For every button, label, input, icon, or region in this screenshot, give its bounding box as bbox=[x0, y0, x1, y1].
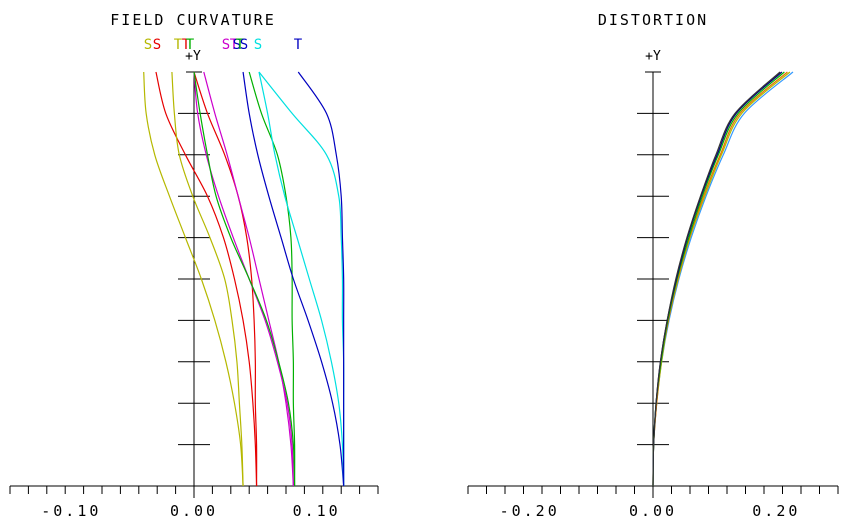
legend-entry: T bbox=[294, 37, 303, 53]
field-curvature-curves bbox=[143, 71, 345, 487]
dist-x-tick-label: 0.20 bbox=[752, 502, 800, 520]
legend-entry: T bbox=[182, 37, 191, 53]
dist-curve-2 bbox=[652, 71, 788, 487]
fc-curve-0 bbox=[143, 71, 244, 487]
field-curvature-title: FIELD CURVATURE bbox=[110, 11, 275, 29]
legend-entry: T bbox=[230, 37, 239, 53]
dist-curve-1 bbox=[652, 71, 791, 487]
legend-entry: T bbox=[186, 37, 195, 53]
legend-entry: T bbox=[174, 37, 183, 53]
fc-x-tick-label: 0.00 bbox=[170, 502, 218, 520]
legend-entry: S bbox=[254, 37, 262, 53]
fc-curve-2 bbox=[171, 71, 244, 487]
distortion-axes: -0.20 0.00 0.20 bbox=[467, 71, 839, 520]
legend-entry: S bbox=[222, 37, 230, 53]
fc-x-tick-label: 0.10 bbox=[293, 502, 341, 520]
field-curvature-axes: -0.10 0.00 0.10 bbox=[9, 71, 379, 520]
distortion-y-axis-label: +Y bbox=[645, 49, 661, 64]
distortion-curves bbox=[652, 71, 794, 487]
fc-curve-6 bbox=[203, 71, 294, 487]
legend-entry: T bbox=[236, 37, 245, 53]
legend-entry: S bbox=[233, 37, 241, 53]
fc-curve-8 bbox=[242, 71, 345, 487]
fc-curve-11 bbox=[297, 71, 345, 486]
legend-entry: S bbox=[144, 37, 152, 53]
dist-curve-4 bbox=[652, 71, 783, 487]
field-curvature-y-axis-label: +Y bbox=[185, 49, 201, 64]
fc-curve-1 bbox=[155, 71, 258, 487]
fc-curve-3 bbox=[193, 71, 258, 487]
fc-curve-9 bbox=[258, 71, 345, 487]
dist-curve-3 bbox=[652, 71, 785, 487]
distortion-title: DISTORTION bbox=[598, 11, 708, 29]
fc-x-tick-label: -0.10 bbox=[41, 502, 101, 520]
dist-curve-5 bbox=[652, 71, 781, 487]
dist-x-tick-label: 0.00 bbox=[629, 502, 677, 520]
legend-entry: S bbox=[240, 37, 248, 53]
fc-curve-7 bbox=[193, 71, 296, 487]
dist-x-tick-label: -0.20 bbox=[500, 502, 560, 520]
dist-curve-0 bbox=[652, 71, 794, 487]
legend-entry: S bbox=[153, 37, 161, 53]
